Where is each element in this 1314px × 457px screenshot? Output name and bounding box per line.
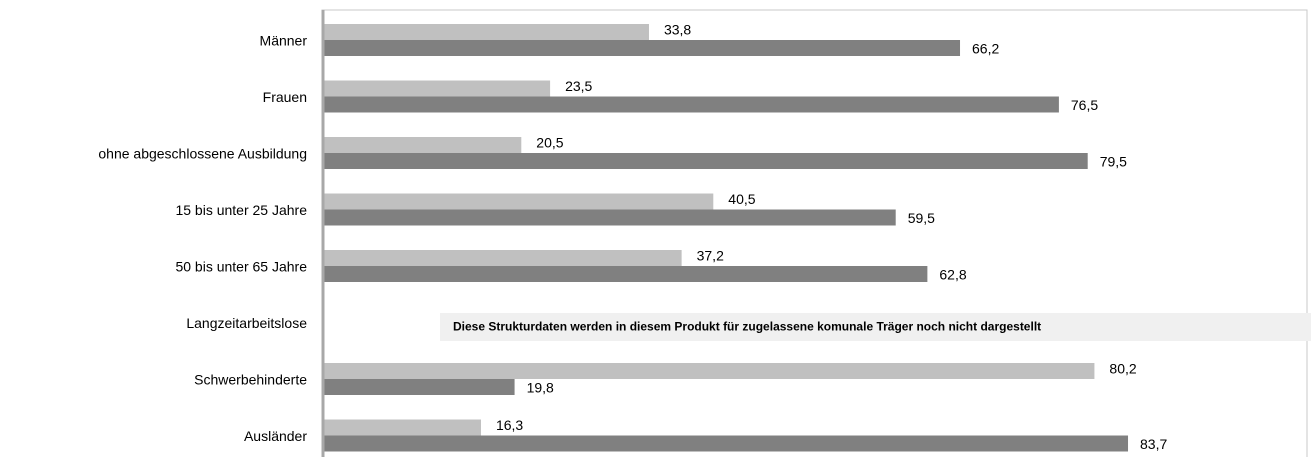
bar [324, 363, 1095, 379]
value-label: 80,2 [1109, 361, 1136, 377]
value-label: 23,5 [565, 78, 592, 94]
bar [324, 266, 928, 282]
bar [324, 24, 649, 40]
bar [324, 419, 481, 436]
value-label: 19,8 [527, 380, 554, 396]
bar [324, 80, 551, 97]
bar [324, 250, 682, 266]
category-label: Schwerbehinderte [194, 372, 307, 388]
category-label: 50 bis unter 65 Jahre [175, 259, 307, 275]
annotation-box [440, 313, 1311, 341]
value-label: 83,7 [1140, 436, 1167, 452]
value-label: 40,5 [728, 191, 755, 207]
value-label: 16,3 [496, 417, 523, 433]
bar [324, 153, 1088, 169]
category-label: Langzeitarbeitslose [186, 315, 307, 331]
annotation: Diese Strukturdaten werden in diesem Pro… [453, 320, 1041, 334]
value-label: 76,5 [1071, 97, 1098, 113]
category-label: ohne abgeschlossene Ausbildung [98, 146, 307, 162]
value-label: 59,5 [908, 210, 935, 226]
bar [324, 209, 896, 226]
value-label: 37,2 [697, 248, 724, 264]
value-label: 33,8 [664, 22, 691, 38]
value-label: 66,2 [972, 41, 999, 57]
category-label: Ausländer [244, 428, 307, 444]
bar [324, 435, 1129, 452]
value-label: 62,8 [939, 267, 966, 283]
category-label: 15 bis unter 25 Jahre [175, 202, 307, 218]
bar [324, 96, 1059, 113]
bar [324, 193, 714, 210]
category-label: Frauen [263, 89, 307, 105]
value-label: 79,5 [1100, 154, 1127, 170]
value-label: 20,5 [536, 135, 563, 151]
category-label: Männer [260, 33, 308, 49]
bar [324, 379, 515, 395]
bar [324, 40, 961, 56]
bar [324, 137, 522, 153]
